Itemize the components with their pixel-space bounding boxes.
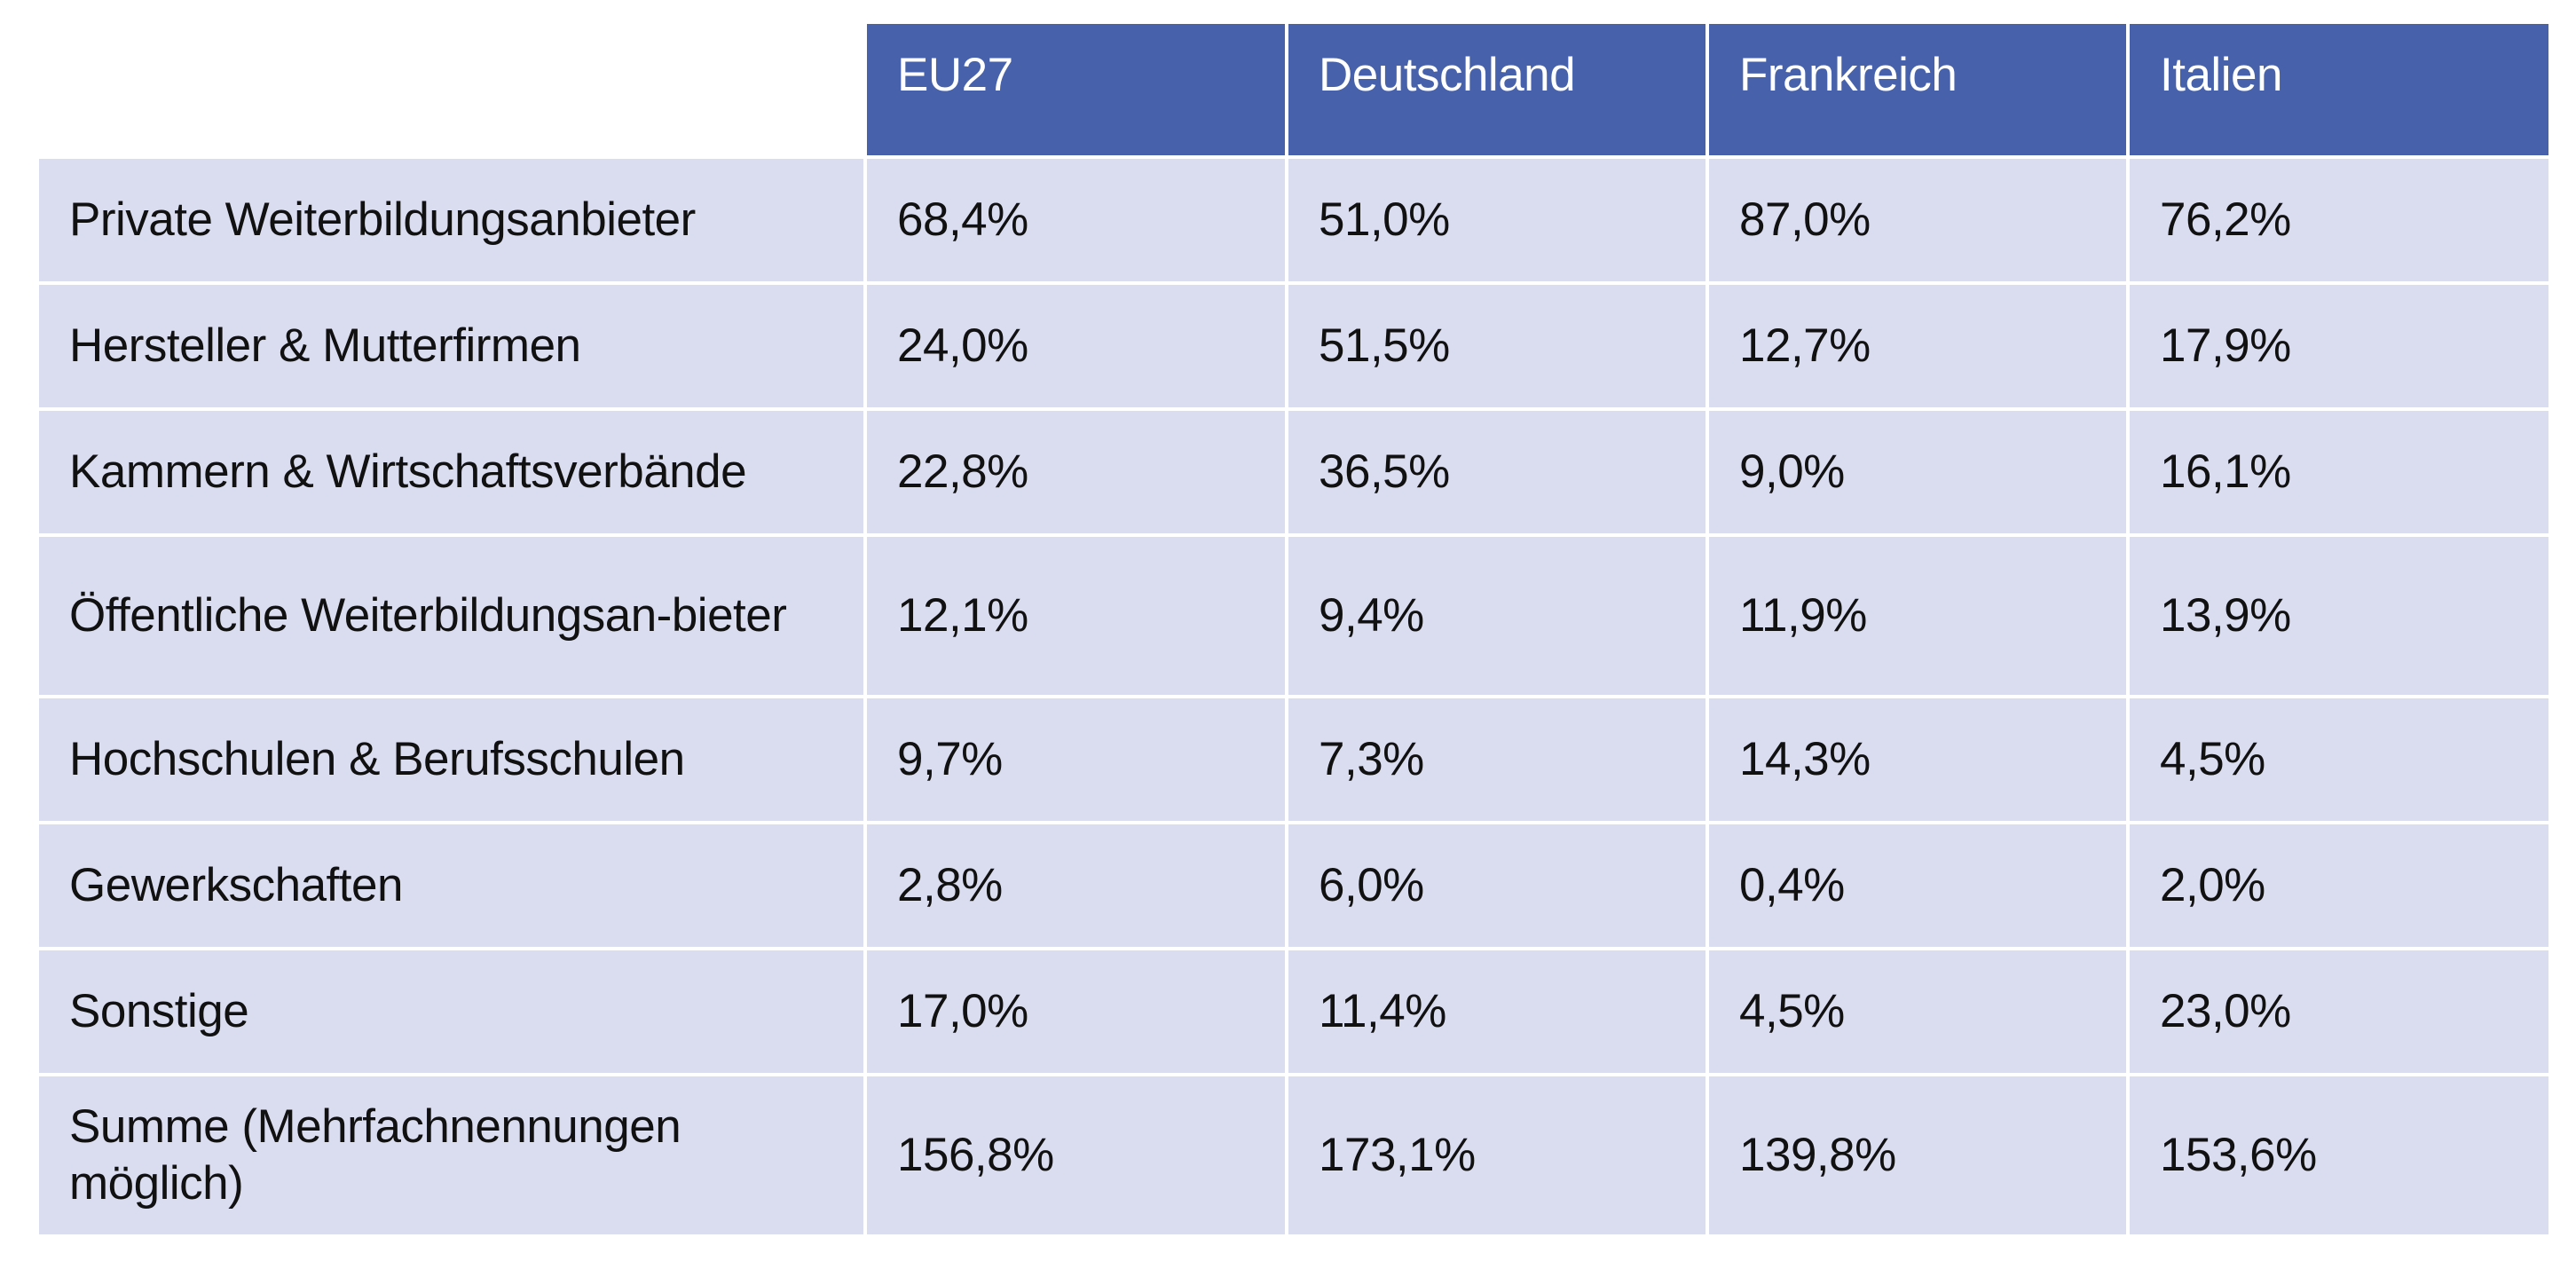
- table-cell: 76,2%: [2130, 159, 2548, 281]
- table-cell: 17,0%: [867, 950, 1285, 1073]
- table-cell-sum: 139,8%: [1709, 1076, 2126, 1234]
- table-cell: 51,0%: [1288, 159, 1706, 281]
- table-cell: 11,4%: [1288, 950, 1706, 1073]
- provider-share-table: EU27 Deutschland Frankreich Italien Priv…: [39, 24, 2548, 1234]
- table-cell: 7,3%: [1288, 698, 1706, 821]
- row-label: Hersteller & Mutterfirmen: [39, 285, 863, 407]
- table-cell: 36,5%: [1288, 411, 1706, 533]
- table-corner: [39, 24, 863, 155]
- table-cell: 13,9%: [2130, 537, 2548, 695]
- row-label: Sonstige: [39, 950, 863, 1073]
- table-cell: 2,0%: [2130, 824, 2548, 947]
- table-cell: 22,8%: [867, 411, 1285, 533]
- table-cell: 68,4%: [867, 159, 1285, 281]
- table-cell: 87,0%: [1709, 159, 2126, 281]
- table-cell: 11,9%: [1709, 537, 2126, 695]
- table-cell: 9,4%: [1288, 537, 1706, 695]
- table-cell: 4,5%: [2130, 698, 2548, 821]
- table-cell: 6,0%: [1288, 824, 1706, 947]
- table-cell: 16,1%: [2130, 411, 2548, 533]
- table-cell: 9,7%: [867, 698, 1285, 821]
- table-cell: 17,9%: [2130, 285, 2548, 407]
- row-label: Hochschulen & Berufsschulen: [39, 698, 863, 821]
- row-label: Öffentliche Weiterbildungsan-bieter: [39, 537, 863, 695]
- table-cell: 12,7%: [1709, 285, 2126, 407]
- column-header-italien: Italien: [2130, 24, 2548, 155]
- table-cell: 14,3%: [1709, 698, 2126, 821]
- row-label-sum: Summe (Mehrfachnennungen möglich): [39, 1076, 863, 1234]
- table-cell: 9,0%: [1709, 411, 2126, 533]
- table-cell-sum: 173,1%: [1288, 1076, 1706, 1234]
- table-cell: 24,0%: [867, 285, 1285, 407]
- table-cell: 4,5%: [1709, 950, 2126, 1073]
- table-cell: 12,1%: [867, 537, 1285, 695]
- table-cell: 0,4%: [1709, 824, 2126, 947]
- table-cell: 23,0%: [2130, 950, 2548, 1073]
- row-label: Private Weiterbildungsanbieter: [39, 159, 863, 281]
- column-header-eu27: EU27: [867, 24, 1285, 155]
- column-header-deutschland: Deutschland: [1288, 24, 1706, 155]
- row-label: Kammern & Wirtschaftsverbände: [39, 411, 863, 533]
- table-cell-sum: 153,6%: [2130, 1076, 2548, 1234]
- table-cell: 2,8%: [867, 824, 1285, 947]
- table-cell-sum: 156,8%: [867, 1076, 1285, 1234]
- row-label: Gewerkschaften: [39, 824, 863, 947]
- column-header-frankreich: Frankreich: [1709, 24, 2126, 155]
- table-cell: 51,5%: [1288, 285, 1706, 407]
